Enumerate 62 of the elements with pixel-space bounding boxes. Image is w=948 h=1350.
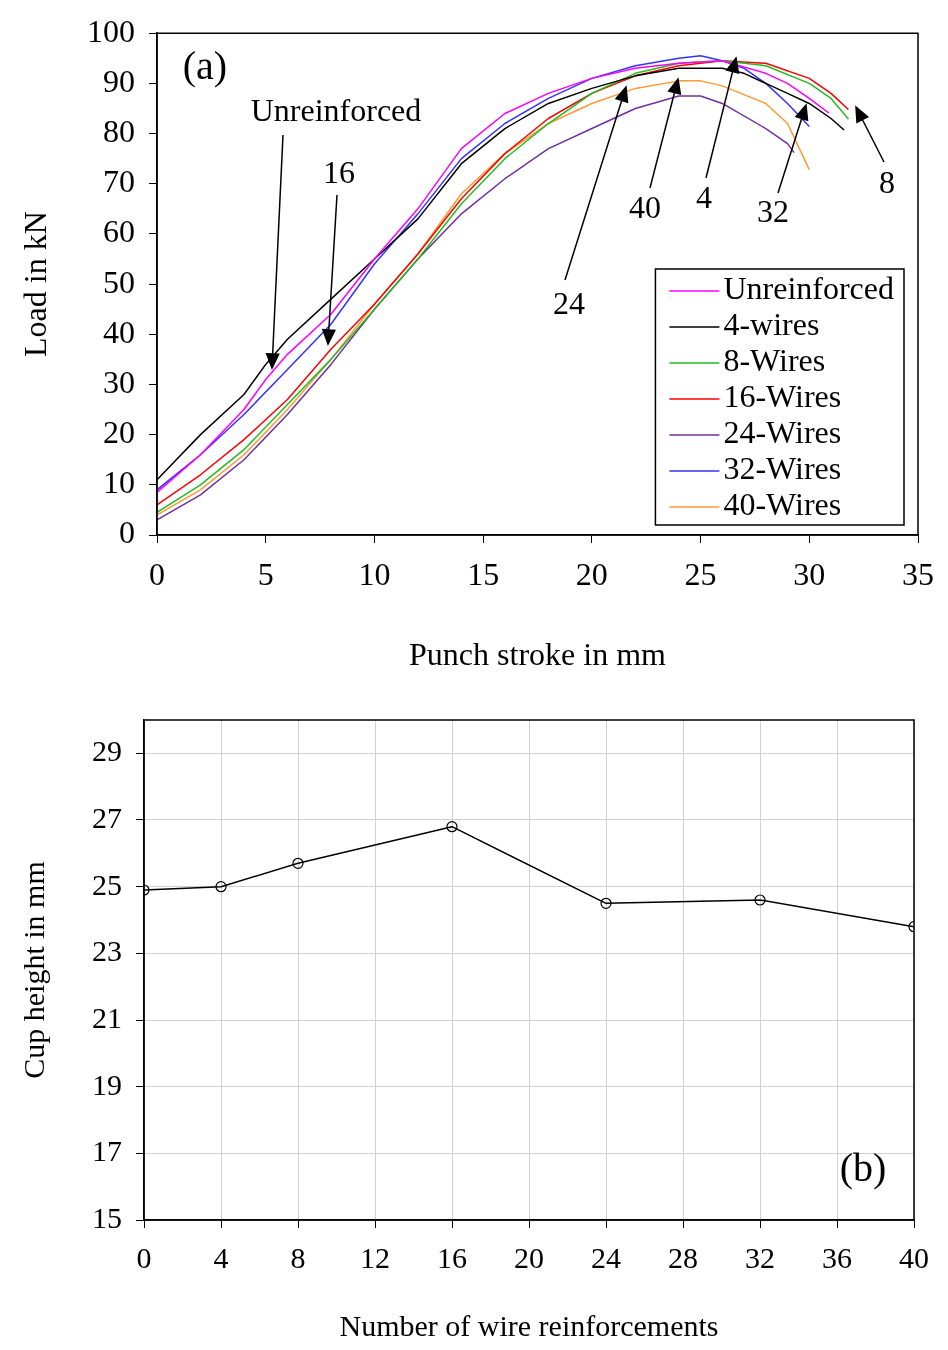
x-tick-label: 30 [793, 555, 826, 592]
legend-label: 4-wires [723, 306, 820, 343]
x-tick-label: 24 [591, 1240, 621, 1274]
x-axis-title: Number of wire reinforcements [339, 1308, 719, 1342]
x-tick-label: 15 [467, 555, 500, 592]
annotation: Unreinforced [250, 92, 422, 129]
x-tick-label: 25 [684, 555, 717, 592]
point [215, 881, 227, 893]
point [292, 857, 304, 869]
annotation: 8 [879, 164, 895, 201]
y-tick-label: 0 [119, 514, 135, 551]
x-tick-label: 8 [290, 1240, 306, 1274]
y-tick-label: 60 [103, 213, 135, 250]
y-tick-label: 40 [103, 313, 135, 350]
y-tick-label: 10 [103, 464, 135, 501]
y-tick-label: 23 [92, 934, 122, 968]
y-axis-title: Cup height in mm [16, 861, 50, 1079]
x-tick-label: 36 [822, 1240, 852, 1274]
x-tick-label: 28 [668, 1240, 698, 1274]
x-tick-label: 20 [575, 555, 608, 592]
y-tick-label: 30 [103, 363, 135, 400]
annotation: (b) [839, 1144, 887, 1190]
legend-label: 16-Wires [723, 378, 842, 415]
y-tick-label: 21 [92, 1000, 122, 1034]
annotation: 24 [553, 285, 585, 322]
legend-label: Unreinforced [723, 270, 894, 307]
point [754, 894, 766, 906]
y-tick-label: 80 [103, 112, 135, 149]
annotation: (a) [182, 42, 228, 88]
x-tick-label: 40 [899, 1240, 929, 1274]
x-tick-label: 16 [437, 1240, 467, 1274]
annotation: 32 [757, 193, 789, 230]
x-axis-title: Punch stroke in mm [409, 636, 667, 673]
legend-label: 32-Wires [723, 450, 842, 487]
x-tick-label: 0 [149, 555, 165, 592]
annotation: 40 [629, 189, 661, 226]
y-tick-label: 27 [92, 800, 122, 834]
x-tick-label: 35 [902, 555, 934, 592]
y-tick-label: 70 [103, 163, 135, 200]
annotation: 4 [696, 179, 712, 216]
y-tick-label: 25 [92, 867, 122, 901]
x-tick-label: 10 [358, 555, 391, 592]
legend-label: 8-Wires [723, 342, 826, 379]
y-axis-title: Load in kN [16, 211, 53, 357]
x-tick-label: 12 [360, 1240, 390, 1274]
y-tick-label: 20 [103, 414, 135, 451]
legend-label: 40-Wires [723, 486, 842, 523]
y-tick-label: 17 [92, 1134, 122, 1168]
y-tick-label: 90 [103, 62, 135, 99]
y-tick-label: 19 [92, 1067, 122, 1101]
x-tick-label: 5 [257, 555, 274, 592]
y-tick-label: 29 [92, 734, 122, 768]
legend-label: 24-Wires [723, 414, 842, 451]
x-tick-label: 20 [514, 1240, 544, 1274]
x-tick-label: 4 [213, 1240, 229, 1274]
y-tick-label: 50 [103, 263, 135, 300]
point [446, 821, 458, 833]
point [600, 897, 612, 909]
annotation: 16 [323, 154, 355, 191]
x-tick-label: 32 [745, 1240, 775, 1274]
y-tick-label: 15 [92, 1200, 122, 1234]
y-tick-label: 100 [87, 12, 135, 49]
